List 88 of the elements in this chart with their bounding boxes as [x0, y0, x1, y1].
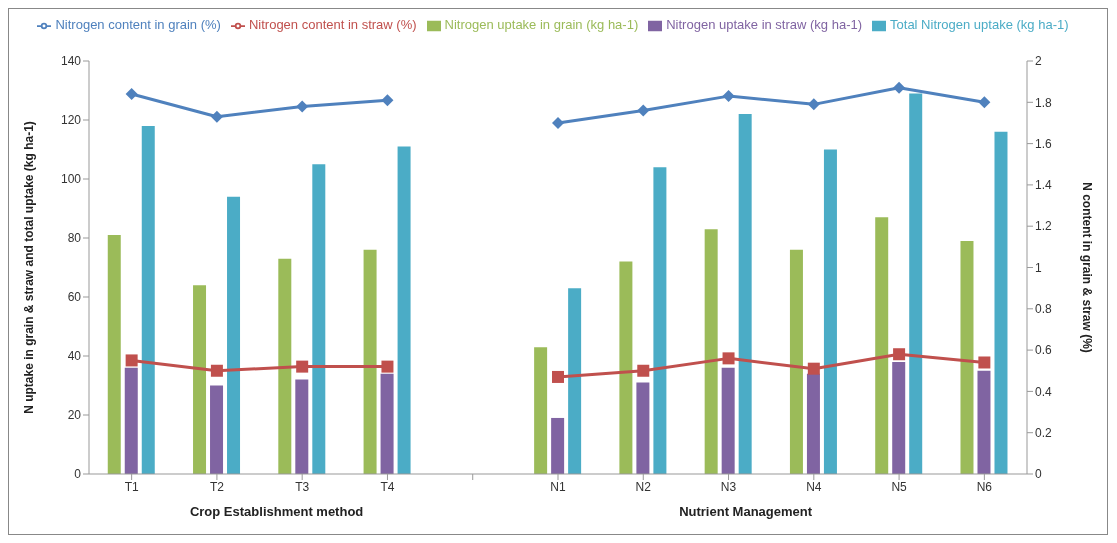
y-tick-label: 120: [60, 113, 82, 128]
point: [807, 362, 820, 375]
bar: [875, 217, 889, 474]
bar: [806, 373, 820, 474]
y2-tick-label: 1.4: [1035, 178, 1053, 193]
x-tick-label: T3: [295, 479, 310, 494]
y-tick-label: 20: [67, 408, 82, 423]
bar: [193, 285, 207, 474]
y-tick-label: 140: [60, 54, 82, 69]
bar: [994, 131, 1008, 474]
bar: [721, 367, 735, 474]
point: [381, 94, 394, 107]
point: [552, 116, 564, 129]
bar: [892, 361, 906, 474]
bar: [141, 125, 155, 474]
bar: [278, 258, 292, 474]
bar: [295, 379, 309, 474]
point: [552, 370, 564, 383]
y-tick-label: 40: [67, 349, 82, 364]
point: [893, 81, 906, 94]
y2-tick-label: 0.2: [1035, 425, 1053, 440]
y-tick-label: 80: [67, 231, 82, 246]
x-tick-label: T4: [380, 479, 395, 494]
y2-axis-title: N content in grain & straw (%): [1079, 182, 1094, 353]
y2-tick-label: 1.6: [1035, 136, 1053, 151]
point: [381, 360, 394, 373]
bar: [363, 249, 377, 474]
bar: [380, 373, 394, 474]
x-tick-label: N3: [720, 479, 737, 494]
point: [637, 364, 650, 377]
bar: [227, 196, 241, 474]
y-tick-label: 0: [74, 467, 82, 482]
point: [125, 88, 138, 101]
point: [722, 90, 735, 103]
bar: [312, 164, 326, 474]
point: [125, 354, 138, 367]
bar: [738, 114, 752, 474]
y2-tick-label: 0.8: [1035, 302, 1053, 317]
point: [637, 104, 650, 117]
point: [722, 352, 735, 365]
x-tick-label: N1: [550, 479, 566, 494]
bar: [397, 146, 411, 474]
bar: [789, 249, 803, 474]
y-tick-label: 60: [67, 290, 82, 305]
y2-tick-label: 2: [1035, 54, 1042, 69]
x-tick-label: N6: [976, 479, 993, 494]
x-tick-label: N4: [806, 479, 822, 494]
x-tick-label: T2: [209, 479, 225, 494]
text: Nutrient Management: [678, 504, 814, 521]
y2-tick-label: 0.6: [1035, 343, 1053, 358]
point: [978, 356, 991, 369]
y-axis-title: N uptake in grain & straw and total uptake (kg ha-1): [22, 121, 37, 414]
bar: [534, 347, 548, 474]
x-tick-label: N2: [635, 479, 652, 494]
bar: [619, 261, 633, 474]
point: [893, 348, 906, 361]
legend-label: Nitrogen uptake in grain (kg ha-1): [444, 17, 639, 32]
legend-label: Nitrogen content in straw (%): [248, 17, 417, 32]
bar: [210, 385, 224, 474]
bar: [107, 235, 121, 474]
bar: [977, 370, 991, 474]
x-tick-label: T1: [124, 479, 139, 494]
point: [210, 110, 223, 123]
point: [807, 98, 820, 111]
bar: [960, 240, 974, 474]
legend-label: Nitrogen content in grain (%): [55, 17, 221, 32]
point: [296, 100, 309, 113]
y2-tick-label: 1: [1035, 260, 1042, 275]
point: [210, 364, 223, 377]
point: [978, 96, 991, 109]
legend-label: Nitrogen uptake in straw (kg ha-1): [666, 17, 863, 32]
y2-tick-label: 0.4: [1035, 384, 1053, 399]
bar: [909, 93, 923, 474]
bar: [551, 417, 565, 474]
y2-tick-label: 1.8: [1035, 95, 1053, 110]
y2-tick-label: 1.2: [1035, 219, 1053, 234]
bar: [568, 288, 582, 474]
bar: [704, 229, 718, 474]
x-tick-label: N5: [891, 479, 908, 494]
text: Crop Establishment method: [188, 504, 365, 521]
legend-label: Total Nitrogen uptake (kg ha-1): [890, 17, 1069, 32]
bar: [124, 367, 138, 474]
bar: [636, 382, 650, 474]
y2-tick-label: 0: [1035, 467, 1042, 482]
bar: [823, 149, 837, 474]
bar: [653, 167, 667, 474]
y-tick-label: 100: [60, 172, 82, 187]
point: [296, 360, 309, 373]
